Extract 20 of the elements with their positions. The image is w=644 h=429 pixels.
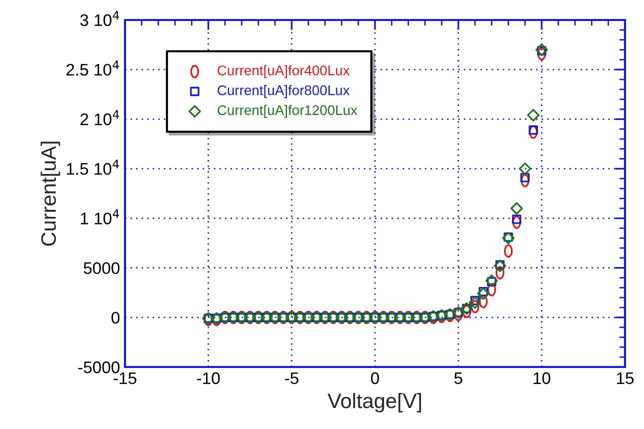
x-axis-title: Voltage[V] xyxy=(328,392,422,412)
y-axis-title: Current[uA] xyxy=(40,142,60,246)
y-tick-label: -5000 xyxy=(78,361,120,374)
y-tick-label: 1.5 10$^{4}$ xyxy=(66,160,119,175)
y-tick-label: 5000 xyxy=(84,262,120,274)
x-tick-label: -5 xyxy=(284,372,298,384)
y-tick-label: 2 10$^{4}$ xyxy=(80,110,120,126)
y-tick-label: 0 xyxy=(112,312,120,324)
x-tick-label: 15 xyxy=(617,372,634,384)
legend-label: Current[uA]for800Lux xyxy=(218,85,350,98)
x-tick-label: -15 xyxy=(114,372,136,384)
x-tick-label: 10 xyxy=(534,372,550,384)
x-tick-label: 0 xyxy=(371,372,379,384)
y-tick-label: 2.5 10$^{4}$ xyxy=(66,60,119,76)
legend-label: Current[uA]for400Lux xyxy=(218,65,350,78)
y-tick-label: 1 10$^{4}$ xyxy=(80,209,120,224)
legend-label: Current[uA]for1200Lux xyxy=(218,104,358,118)
x-tick-label: -10 xyxy=(197,372,220,384)
x-tick-label: 5 xyxy=(454,372,462,384)
y-tick-label: 3 10$^{4}$ xyxy=(80,11,120,26)
